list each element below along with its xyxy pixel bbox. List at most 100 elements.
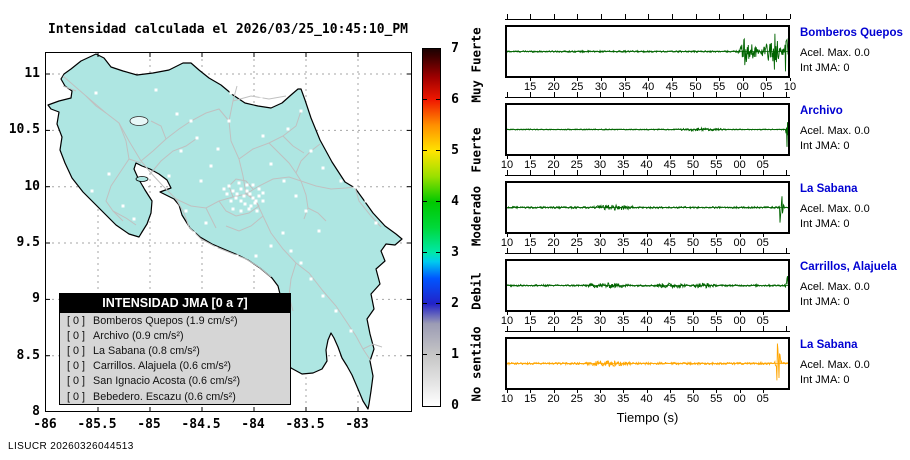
- axis-tick: [507, 248, 508, 253]
- axis-tick: [623, 326, 625, 331]
- map-station-dot: [339, 179, 343, 183]
- axis-tick: [693, 326, 694, 331]
- map-station-dot: [229, 91, 233, 95]
- station-int-jma: Int JMA: 0: [800, 140, 850, 152]
- axis-tick: [553, 170, 555, 175]
- road-line: [150, 138, 197, 174]
- seismogram-top-axis: [505, 325, 790, 332]
- axis-tick: [716, 326, 718, 331]
- time-tick-label: 55: [710, 237, 723, 249]
- axis-tick: [716, 170, 718, 175]
- map-station-dot: [299, 261, 303, 265]
- axis-tick: [646, 170, 648, 175]
- map-station-dot: [321, 166, 325, 170]
- map-station-dot: [255, 209, 259, 213]
- axis-tick: [671, 14, 673, 19]
- map-station-dot: [132, 217, 136, 221]
- map-station-dot: [261, 191, 265, 195]
- map-station-dot: [304, 209, 308, 213]
- road-line: [225, 215, 264, 232]
- axis-tick: [790, 14, 791, 19]
- colorbar-number: 7: [451, 41, 459, 56]
- map-y-tick-label: 8.5: [16, 348, 40, 363]
- axis-tick: [600, 156, 601, 159]
- seismogram-trace: [506, 276, 789, 290]
- colorbar-tick: [436, 150, 440, 151]
- map-station-dot: [235, 254, 239, 258]
- axis-tick: [669, 234, 671, 237]
- time-tick-label: 05: [756, 393, 769, 405]
- legend-entry: [ 0 ] Bebedero. Escazu (0.6 cm/s²): [60, 389, 290, 404]
- axis-tick: [576, 234, 578, 237]
- axis-tick: [623, 156, 625, 159]
- seismogram-x-labels: 15 20 25 30 35 40 45 50 55 00 05 10: [505, 81, 796, 94]
- station-acel-max: Acel. Max. 0.0: [800, 281, 870, 293]
- map-station-dot: [309, 149, 313, 153]
- map-station-dot: [259, 97, 263, 101]
- map-station-dot: [209, 164, 213, 168]
- axis-tick: [601, 14, 602, 19]
- colorbar-scale-label: Fuerte: [468, 127, 484, 173]
- axis-tick: [507, 312, 508, 315]
- road-line: [238, 110, 302, 160]
- axis-tick: [790, 78, 791, 81]
- axis-tick: [507, 170, 508, 175]
- map-station-dot: [239, 187, 243, 191]
- map-x-tick-label: -85.5: [77, 417, 117, 432]
- map-station-dot: [107, 172, 111, 176]
- time-tick-label: 40: [640, 315, 653, 327]
- road-line: [205, 207, 217, 229]
- map-station-dot: [248, 192, 252, 196]
- legend-entry-value: [ 0 ]: [67, 344, 86, 357]
- seismogram-trace-canvas: [506, 276, 789, 290]
- colorbar-number: 5: [451, 143, 459, 158]
- colorbar-scale-label: Debil: [468, 272, 484, 310]
- time-tick-label: 25: [571, 81, 584, 93]
- time-tick-label: 00: [733, 393, 746, 405]
- time-tick-label: 20: [547, 237, 560, 249]
- time-axis-label: Tiempo (s): [616, 410, 679, 425]
- map-y-tick-label: 9.5: [16, 235, 40, 250]
- map-station-dot: [251, 196, 255, 200]
- map-x-tick-label: -86: [33, 417, 57, 432]
- time-tick-label: 00: [736, 81, 749, 93]
- axis-tick: [553, 326, 555, 331]
- time-tick-label: 15: [524, 237, 537, 249]
- legend-entry: [ 0 ] Bomberos Quepos (1.9 cm/s²): [60, 313, 290, 328]
- axis-tick: [693, 156, 694, 159]
- time-tick-label: 25: [570, 315, 583, 327]
- axis-tick: [716, 312, 718, 315]
- station-name: La Sabana: [800, 183, 858, 195]
- axis-tick: [600, 312, 601, 315]
- axis-tick: [742, 14, 744, 19]
- axis-tick: [623, 92, 625, 97]
- map-station-dot: [321, 294, 325, 298]
- map-station-dot: [282, 179, 286, 183]
- station-acel-max: Acel. Max. 0.0: [800, 125, 870, 137]
- legend-entry-value: [ 0 ]: [67, 390, 86, 403]
- road-line: [268, 142, 297, 174]
- map-x-tick-label: -84.5: [181, 417, 221, 432]
- time-tick-label: 40: [642, 81, 655, 93]
- colorbar-tick: [423, 201, 427, 202]
- map-y-tick-label: 10: [24, 179, 40, 194]
- costa-rica-landmass: [47, 53, 403, 410]
- time-tick-label: 25: [570, 159, 583, 171]
- colorbar-number: 3: [451, 245, 459, 260]
- axis-tick: [766, 14, 768, 19]
- legend-entry: [ 0 ] Archivo (0.9 cm/s²): [60, 328, 290, 343]
- seismogram-bottom-ticks: [505, 234, 790, 238]
- axis-tick: [669, 326, 671, 331]
- time-tick-label: 00: [733, 159, 746, 171]
- axis-tick: [669, 248, 671, 253]
- road-line: [62, 75, 247, 209]
- axis-tick: [693, 170, 694, 175]
- axis-tick: [669, 92, 671, 97]
- map-station-dot: [309, 277, 313, 281]
- axis-tick: [600, 390, 601, 393]
- road-line: [288, 262, 297, 312]
- map-station-dot: [253, 201, 257, 205]
- seismogram-trace: [506, 122, 789, 147]
- axis-tick: [600, 248, 601, 253]
- station-acel-max: Acel. Max. 0.0: [800, 359, 870, 371]
